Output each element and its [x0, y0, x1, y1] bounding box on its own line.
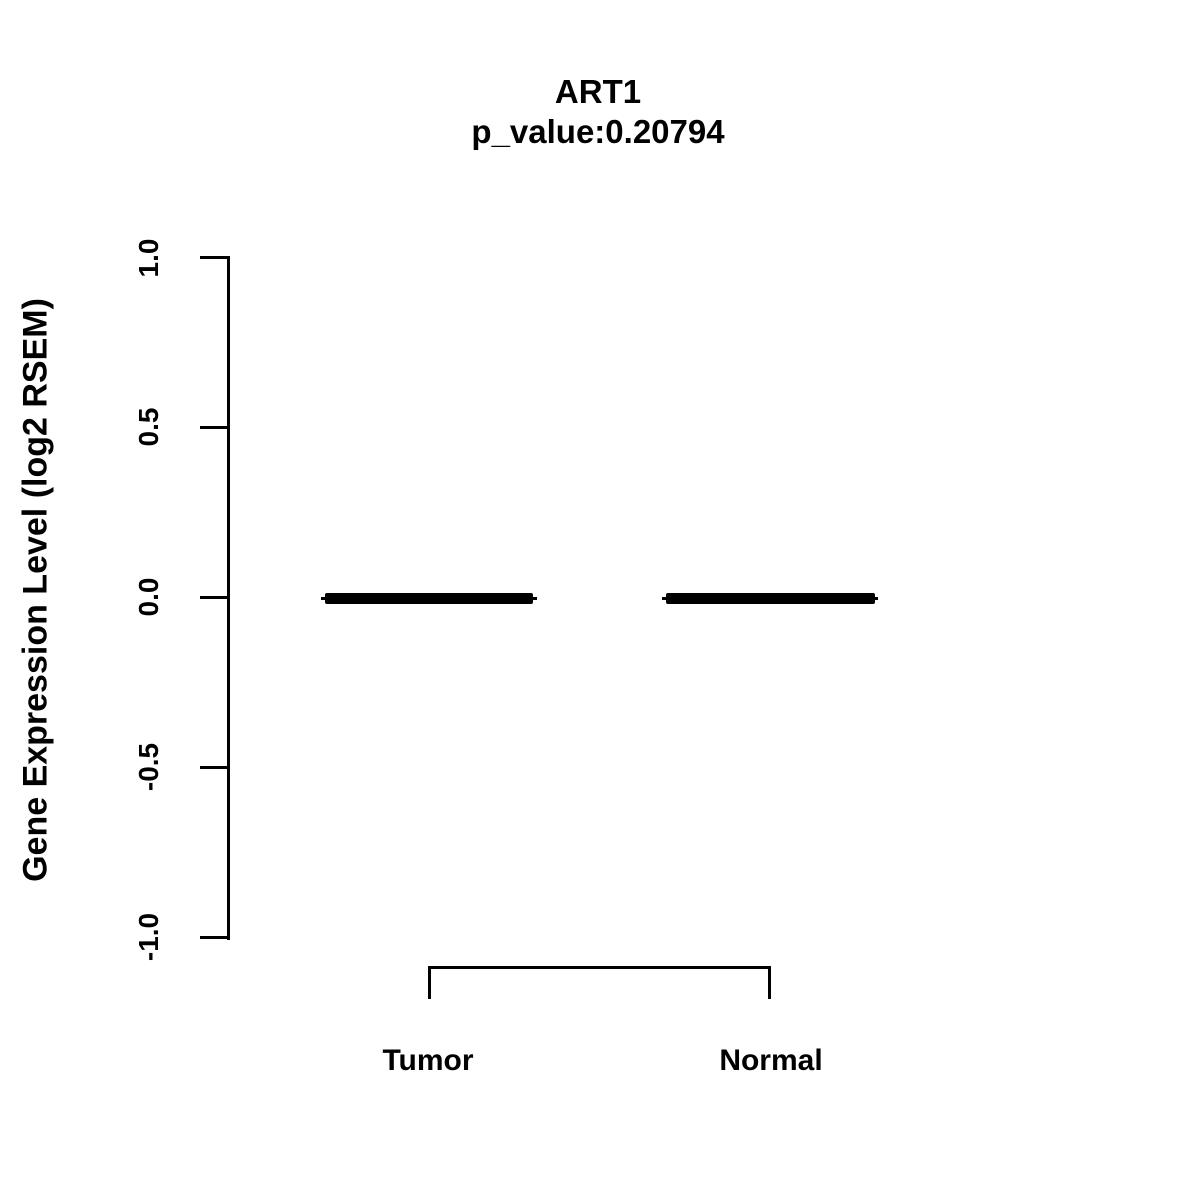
y-tick-label--1.0: -1.0: [133, 912, 164, 962]
x-category-label-tumor: Tumor: [382, 1044, 474, 1077]
boxplot-tumor-median-line: [325, 593, 533, 604]
y-tick-1.0: [200, 256, 228, 259]
boxplot-normal-median-line: [666, 593, 875, 604]
y-axis-line: [227, 256, 230, 940]
y-tick--1.0: [200, 936, 228, 939]
chart-title: ART1: [554, 73, 642, 110]
y-tick-0.0: [200, 596, 228, 599]
x-category-label-normal: Normal: [719, 1044, 823, 1077]
comparison-bracket-horizontal: [428, 966, 771, 969]
y-tick-label-0.0: 0.0: [133, 577, 164, 617]
y-tick-label-1.0: 1.0: [133, 238, 164, 278]
y-tick-0.5: [200, 426, 228, 429]
y-axis-title: Gene Expression Level (log2 RSEM): [16, 298, 55, 882]
comparison-bracket-left-end: [428, 966, 431, 999]
y-tick-label--0.5: -0.5: [133, 742, 164, 792]
title-block: ART1 p_value:0.20794: [230, 72, 966, 152]
y-tick-label-0.5: 0.5: [133, 407, 164, 447]
chart-subtitle-pvalue: p_value:0.20794: [471, 113, 725, 150]
comparison-bracket-right-end: [768, 966, 771, 999]
y-tick--0.5: [200, 766, 228, 769]
